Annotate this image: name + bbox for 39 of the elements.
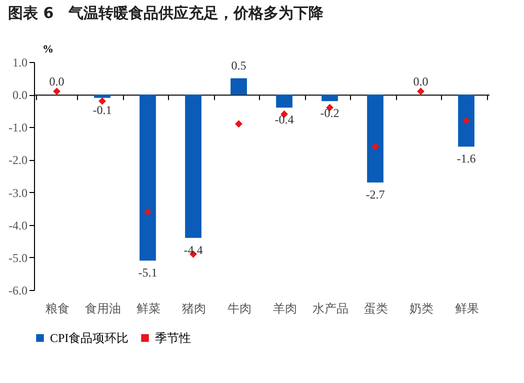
point [235,120,242,128]
point [98,97,106,105]
x-tick-label: 食用油 [84,302,121,316]
x-tick-label: 水产品 [312,302,348,316]
data-label: -2.7 [366,188,385,202]
y-tick-label: -1.0 [8,120,28,135]
data-label: -0.2 [320,106,340,120]
x-tick-label: 奶类 [409,302,434,316]
data-label: 0.5 [231,58,246,72]
point [417,88,424,96]
y-tick-label: -4.0 [8,218,28,232]
x-tick-label: 羊肉 [272,302,297,316]
data-label: 0.0 [413,74,428,89]
point [53,88,60,96]
data-label: -5.1 [138,266,158,280]
y-tick-label: 1.0 [12,56,28,70]
legend-label: 季节性 [155,331,191,345]
data-label: 0.0 [49,74,64,89]
point [462,116,470,124]
x-tick-label: 牛肉 [227,302,252,316]
data-label: -0.4 [274,112,294,127]
legend-label: CPI食品项环比 [50,331,129,345]
y-tick-label: -5.0 [8,250,28,265]
data-label: -1.6 [456,152,476,166]
x-tick-label: 鲜菜 [136,302,160,316]
data-label: -4.4 [184,242,203,257]
x-tick-label: 蛋类 [364,302,388,316]
x-tick-label: 粮食 [45,302,70,316]
y-tick-label: -2.0 [8,153,28,168]
point [144,208,152,216]
x-tick-label: 猪肉 [182,302,206,316]
data-label: -0.1 [92,102,112,117]
y-tick-label: -3.0 [8,186,28,200]
chart-title: 图表 6 气温转暖食品供应充足，价格多为下降 [8,4,325,22]
y-tick-label: -6.0 [8,284,28,298]
point [372,142,379,150]
y-tick-label: 0.0 [12,88,28,102]
x-tick-label: 鲜果 [454,302,479,316]
y-axis-title: % [42,44,54,56]
